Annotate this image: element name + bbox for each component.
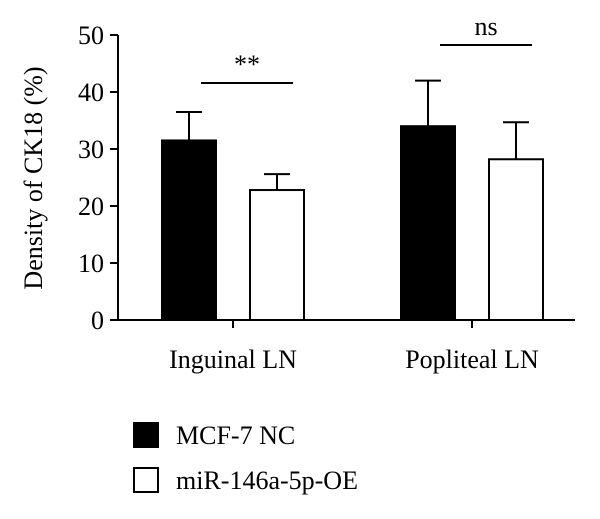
bar	[488, 158, 544, 321]
significance-label: ns	[474, 12, 497, 41]
y-tick-label: 20	[78, 192, 104, 221]
legend: MCF-7 NC miR-146a-5p-OE	[133, 421, 358, 495]
y-tick-label: 0	[91, 306, 104, 335]
significance-annotations: ** ns	[201, 12, 532, 84]
bar	[249, 189, 305, 321]
y-axis-label: Density of CK18 (%)	[19, 66, 48, 289]
significance-label: **	[234, 50, 260, 79]
y-tick-label: 10	[78, 249, 104, 278]
legend-swatch	[133, 467, 159, 493]
y-tick-label: 50	[78, 21, 104, 50]
axes: 0 10 20 30 40 50 Inguinal LN Popliteal LN	[78, 21, 575, 374]
x-tick-label: Inguinal LN	[169, 345, 297, 374]
bar	[161, 139, 217, 321]
legend-label: MCF-7 NC	[176, 421, 295, 450]
legend-swatch	[133, 422, 159, 448]
legend-label: miR-146a-5p-OE	[176, 466, 358, 495]
x-tick-label: Popliteal LN	[405, 345, 539, 374]
bar	[400, 125, 456, 321]
y-tick-label: 40	[78, 78, 104, 107]
bars	[161, 79, 544, 321]
y-tick-label: 30	[78, 135, 104, 164]
